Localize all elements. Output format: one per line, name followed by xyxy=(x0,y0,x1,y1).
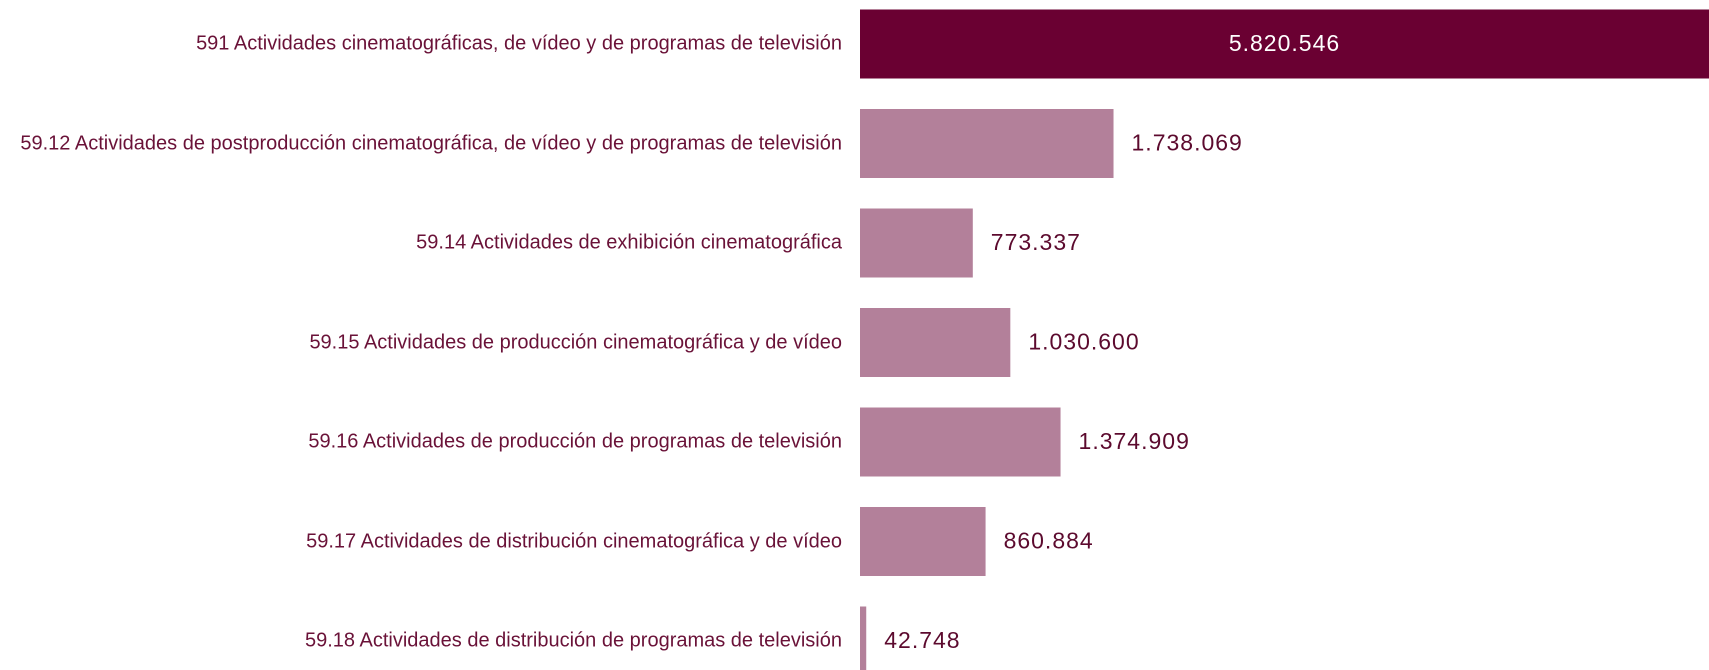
value-label: 5.820.546 xyxy=(1229,30,1340,56)
bar xyxy=(860,606,867,670)
category-label: 59.16 Actividades de producción de progr… xyxy=(308,430,842,453)
bar xyxy=(860,9,1709,79)
value-label: 773.337 xyxy=(991,229,1081,255)
category-label: 59.17 Actividades de distribución cinema… xyxy=(306,530,842,552)
category-label: 59.18 Actividades de distribución de pro… xyxy=(305,629,842,652)
bar xyxy=(860,308,1011,377)
bar xyxy=(860,407,1061,477)
bar xyxy=(860,507,986,576)
value-label: 1.374.909 xyxy=(1079,428,1190,454)
category-label: 591 Actividades cinematográficas, de víd… xyxy=(196,32,842,55)
bar xyxy=(860,109,1114,178)
value-label: 42.748 xyxy=(884,627,960,653)
category-label: 59.14 Actividades de exhibición cinemato… xyxy=(416,231,842,254)
category-label: 59.12 Actividades de postproducción cine… xyxy=(20,132,842,154)
category-label: 59.15 Actividades de producción cinemato… xyxy=(309,331,842,353)
bar xyxy=(860,208,973,278)
value-label: 1.030.600 xyxy=(1028,329,1139,355)
value-label: 860.884 xyxy=(1004,528,1094,554)
value-label: 1.738.069 xyxy=(1132,130,1243,156)
